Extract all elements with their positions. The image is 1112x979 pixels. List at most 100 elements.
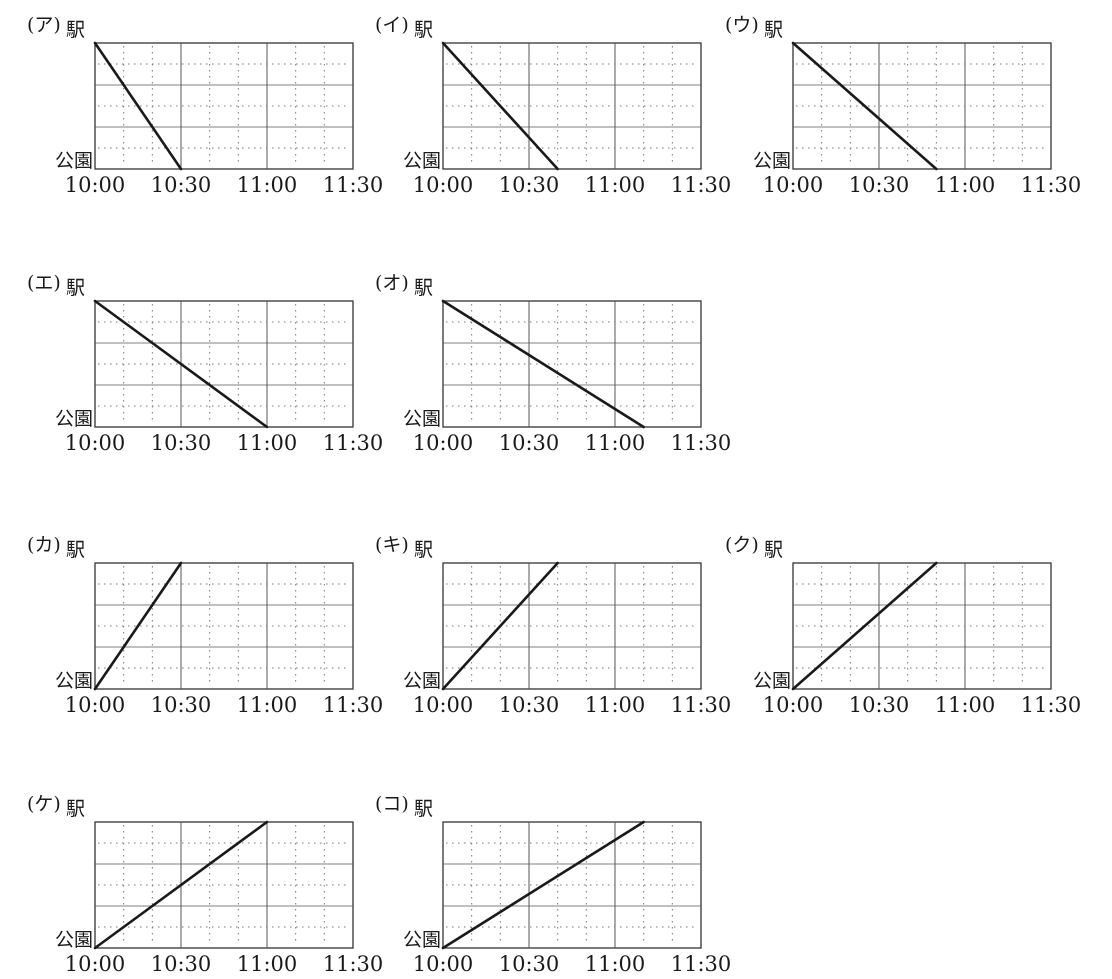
y-top-label: 駅 [764,19,783,41]
panel-label: (ウ) [725,14,759,36]
y-bottom-label: 公園 [55,670,93,692]
x-tick-label: 10:00 [413,431,474,455]
panel-label: (キ) [375,534,409,556]
x-tick-label: 11:30 [1021,173,1082,197]
series-line [441,561,559,691]
panel-label: (ク) [725,534,759,556]
y-top-label: 駅 [414,19,433,41]
y-bottom-label: 公園 [403,150,441,172]
y-bottom-label: 公園 [403,929,441,951]
x-tick-label: 10:00 [413,952,474,976]
x-tick-label: 10:00 [413,693,474,717]
series-line [791,41,938,171]
x-tick-label: 10:30 [499,693,560,717]
y-bottom-label: 公園 [55,929,93,951]
y-top-label: 駅 [414,798,433,820]
series-line [93,561,183,691]
plot-frame [442,42,702,170]
y-bottom-label: 公園 [403,408,441,430]
x-tick-label: 10:30 [151,693,212,717]
x-tick-label: 10:30 [151,952,212,976]
plot-frame [94,821,354,949]
x-tick-label: 11:00 [935,173,996,197]
plot-frame [94,42,354,170]
x-tick-label: 10:30 [151,173,212,197]
x-tick-label: 11:00 [585,693,646,717]
y-top-label: 駅 [66,798,85,820]
y-bottom-label: 公園 [753,150,791,172]
y-bottom-label: 公園 [403,670,441,692]
x-tick-label: 10:00 [65,173,126,197]
x-tick-label: 11:30 [1021,693,1082,717]
x-tick-label: 11:30 [671,173,732,197]
plot-frame [792,42,1052,170]
series-line [441,299,645,429]
y-top-label: 駅 [66,277,85,299]
x-tick-label: 11:00 [237,431,298,455]
y-top-label: 駅 [66,19,85,41]
plot-frame [94,300,354,428]
y-top-label: 駅 [66,539,85,561]
x-tick-label: 11:00 [237,173,298,197]
x-tick-label: 10:00 [65,431,126,455]
y-bottom-label: 公園 [753,670,791,692]
x-tick-label: 11:30 [323,431,384,455]
series-line [93,41,183,171]
x-tick-label: 10:30 [499,173,560,197]
y-bottom-label: 公園 [55,408,93,430]
x-tick-label: 10:00 [413,173,474,197]
panel-label: (オ) [375,272,409,294]
x-tick-label: 11:30 [323,952,384,976]
plot-frame [94,562,354,690]
plot-frame [442,562,702,690]
x-tick-label: 11:00 [585,431,646,455]
x-tick-label: 11:00 [935,693,996,717]
x-tick-label: 11:30 [671,952,732,976]
x-tick-label: 10:00 [763,693,824,717]
x-tick-label: 11:00 [237,952,298,976]
y-top-label: 駅 [414,277,433,299]
x-tick-label: 10:00 [65,693,126,717]
series-line [93,299,269,429]
plot-frame [442,300,702,428]
series-line [93,820,269,950]
x-tick-label: 10:00 [763,173,824,197]
x-tick-label: 10:30 [499,431,560,455]
panel-label: (ア) [27,14,61,36]
panel-label: (エ) [27,272,61,294]
y-top-label: 駅 [414,539,433,561]
series-line [791,561,938,691]
x-tick-label: 11:00 [585,173,646,197]
x-tick-label: 11:30 [323,693,384,717]
panel-label: (カ) [27,534,61,556]
series-line [441,820,645,950]
x-tick-label: 10:00 [65,952,126,976]
y-top-label: 駅 [764,539,783,561]
x-tick-label: 11:30 [323,173,384,197]
x-tick-label: 11:00 [237,693,298,717]
x-tick-label: 11:00 [585,952,646,976]
plot-frame [792,562,1052,690]
plot-frame [442,821,702,949]
panel-label: (ケ) [27,793,61,815]
x-tick-label: 11:30 [671,431,732,455]
x-tick-label: 11:30 [671,693,732,717]
series-line [441,41,559,171]
y-bottom-label: 公園 [55,150,93,172]
panel-label: (イ) [375,14,409,36]
x-tick-label: 10:30 [151,431,212,455]
panel-label: (コ) [375,793,409,815]
x-tick-label: 10:30 [849,173,910,197]
x-tick-label: 10:30 [849,693,910,717]
